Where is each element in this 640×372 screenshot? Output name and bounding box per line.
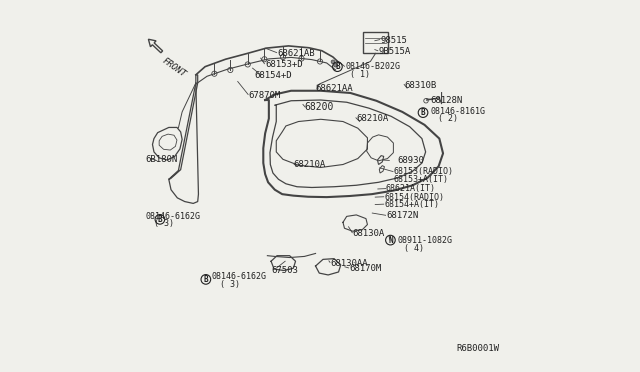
Text: ( 4): ( 4) (404, 244, 424, 253)
Text: 9B515A: 9B515A (378, 47, 411, 56)
Text: 68153+A(IT): 68153+A(IT) (394, 175, 449, 184)
Text: 68154(RADIO): 68154(RADIO) (384, 193, 444, 202)
Text: ( 3): ( 3) (154, 219, 174, 228)
Text: 68210A: 68210A (293, 160, 326, 169)
Text: 68130A: 68130A (353, 229, 385, 238)
Text: 68310B: 68310B (404, 81, 436, 90)
Text: 68621AA: 68621AA (316, 84, 353, 93)
Text: 68154+D: 68154+D (254, 71, 292, 80)
Text: 68930: 68930 (397, 156, 424, 165)
Text: 68153(RADIO): 68153(RADIO) (394, 167, 453, 176)
Text: N: N (388, 235, 393, 245)
Text: 68621A(IT): 68621A(IT) (386, 185, 436, 193)
Text: 68621AB: 68621AB (277, 49, 315, 58)
Text: 68210A: 68210A (356, 114, 388, 123)
Text: B: B (420, 108, 426, 117)
Text: 68154+A(IT): 68154+A(IT) (384, 200, 439, 209)
Circle shape (331, 60, 335, 64)
Text: FRONT: FRONT (161, 56, 188, 79)
Text: 68170M: 68170M (349, 264, 381, 273)
Text: 08146-6162G: 08146-6162G (212, 272, 267, 281)
Text: B: B (157, 215, 162, 224)
Text: 68130AA: 68130AA (330, 259, 368, 267)
Circle shape (333, 63, 337, 67)
Text: 6B180N: 6B180N (145, 155, 177, 164)
Text: B: B (335, 62, 340, 71)
Text: 68200: 68200 (305, 102, 334, 112)
Text: 67503: 67503 (271, 266, 298, 275)
Text: B: B (204, 275, 208, 284)
Text: R6B0001W: R6B0001W (456, 344, 499, 353)
Text: 68172N: 68172N (386, 211, 418, 220)
Text: 08146-B202G: 08146-B202G (345, 62, 400, 71)
Text: 08911-1082G: 08911-1082G (397, 236, 452, 246)
Text: 68128N: 68128N (431, 96, 463, 105)
Text: ( 2): ( 2) (438, 114, 458, 123)
Text: 67870M: 67870M (249, 91, 281, 100)
Text: ( 3): ( 3) (220, 280, 240, 289)
Text: 08146-6162G: 08146-6162G (146, 212, 201, 221)
Text: 68153+D: 68153+D (265, 60, 303, 69)
Text: ( 1): ( 1) (350, 70, 371, 78)
Text: 98515: 98515 (380, 36, 407, 45)
Text: 08146-8161G: 08146-8161G (431, 107, 486, 116)
